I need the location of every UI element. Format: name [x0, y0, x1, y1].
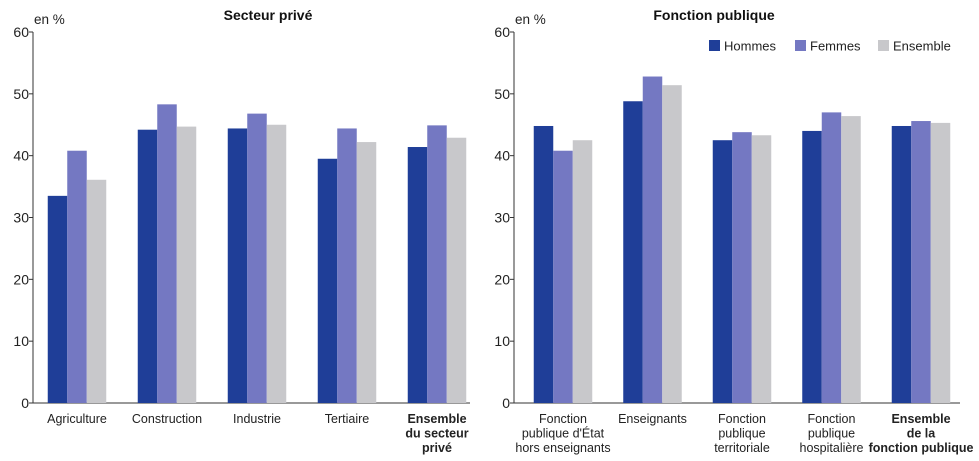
bar-tertiaire-femmes [337, 128, 357, 403]
x-category-label: Ensemble de la fonction publique [869, 412, 974, 455]
bar-ensemble-de-la-fonction-publique-ensemble [930, 122, 951, 404]
y-unit-label: en % [515, 12, 546, 27]
bar-industrie-hommes [227, 128, 248, 403]
y-tick-label: 20 [13, 271, 29, 287]
x-category-label: Ensemble du secteur privé [405, 412, 468, 455]
legend: Hommes Femmes Ensemble [709, 39, 951, 54]
bar-fonction-publique-territoriale-ensemble [751, 135, 772, 404]
y-tick-label: 0 [502, 395, 510, 411]
legend-swatch-femmes [795, 40, 806, 51]
x-category-label: Construction [132, 412, 202, 426]
legend-swatch-hommes [709, 40, 720, 51]
legend-swatch-ensemble [878, 40, 889, 51]
chart-title: Fonction publique [653, 7, 775, 23]
bar-enseignants-femmes [642, 76, 663, 404]
bar-agriculture-ensemble [86, 179, 107, 403]
bar-ensemble-du-secteur-prive-ensemble [446, 137, 467, 404]
x-category-label: Industrie [233, 412, 281, 426]
x-category-label: Fonction publique hospitalière [800, 412, 864, 455]
y-tick-label: 30 [494, 210, 510, 226]
bar-ensemble-du-secteur-prive-hommes [407, 147, 428, 403]
chart-panel-secteur-prive: Secteur privé en % 0 10 20 30 40 50 60 Agricultur… [13, 7, 470, 455]
x-category-label: Tertiaire [325, 412, 370, 426]
bar-ensemble-de-la-fonction-publique-hommes [891, 125, 912, 403]
bar-fonction-publique-hospitaliere-ensemble [841, 116, 861, 404]
x-category-label: Fonction publique d'État hors enseignants [515, 412, 610, 455]
bar-fonction-publique-d-etat-hors-enseignants-hommes [533, 125, 554, 403]
chart-title: Secteur privé [224, 7, 313, 23]
y-tick-label: 10 [13, 333, 29, 349]
y-tick-label: 60 [494, 24, 510, 40]
bar-enseignants-hommes [623, 101, 643, 404]
y-tick-label: 20 [494, 271, 510, 287]
y-tick-label: 0 [21, 395, 29, 411]
bar-construction-hommes [137, 129, 158, 404]
bar-tertiaire-hommes [317, 158, 338, 403]
legend-label-femmes: Femmes [810, 39, 861, 54]
y-unit-label: en % [34, 12, 65, 27]
bar-agriculture-hommes [47, 195, 68, 403]
y-tick-label: 10 [494, 333, 510, 349]
legend-label-hommes: Hommes [724, 39, 777, 54]
bar-ensemble-de-la-fonction-publique-femmes [911, 121, 931, 403]
bar-ensemble-du-secteur-prive-femmes [427, 125, 447, 403]
x-category-label: Enseignants [618, 412, 687, 426]
bar-fonction-publique-hospitaliere-hommes [802, 130, 822, 403]
bar-fonction-publique-territoriale-hommes [712, 140, 733, 404]
y-tick-label: 60 [13, 24, 29, 40]
bar-construction-femmes [157, 104, 177, 403]
bar-fonction-publique-d-etat-hors-enseignants-ensemble [572, 140, 593, 404]
bar-fonction-publique-hospitaliere-femmes [821, 112, 842, 403]
bar-agriculture-femmes [67, 150, 87, 403]
y-tick-label: 30 [13, 210, 29, 226]
bar-fonction-publique-d-etat-hors-enseignants-femmes [553, 150, 573, 403]
x-category-label: Fonction publique territoriale [714, 412, 770, 455]
legend-label-ensemble: Ensemble [893, 39, 951, 54]
y-tick-label: 50 [13, 86, 29, 102]
y-tick-label: 50 [494, 86, 510, 102]
y-tick-label: 40 [13, 148, 29, 164]
y-tick-label: 40 [494, 148, 510, 164]
bar-construction-ensemble [176, 126, 197, 403]
bar-tertiaire-ensemble [356, 142, 377, 403]
bar-industrie-ensemble [266, 124, 287, 403]
bar-industrie-femmes [247, 113, 267, 404]
chart-panel-fonction-publique: Fonction publique en % 0 10 20 30 40 50 60 Foncti… [494, 7, 973, 455]
bar-fonction-publique-territoriale-femmes [732, 132, 752, 404]
bar-enseignants-ensemble [662, 85, 682, 403]
x-category-label: Agriculture [47, 412, 107, 426]
